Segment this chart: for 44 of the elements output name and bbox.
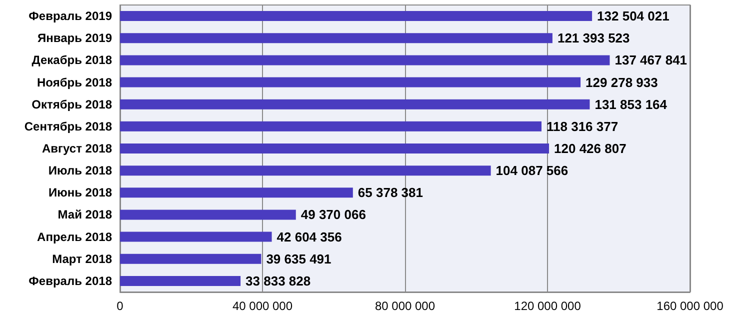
y-tick-label: Июль 2018 [48, 164, 112, 178]
bar [120, 55, 610, 66]
data-label: 118 316 377 [546, 118, 618, 134]
bar [120, 254, 262, 264]
y-tick-label: Май 2018 [58, 208, 112, 222]
data-label: 120 426 807 [554, 141, 626, 156]
data-label: 42 604 356 [276, 229, 342, 244]
bar [120, 11, 592, 22]
data-label: 121 393 523 [557, 30, 630, 46]
data-label: 132 504 021 [597, 8, 670, 24]
bar [120, 210, 296, 220]
x-tick-label: 160 000 000 [656, 299, 724, 313]
bar [120, 33, 552, 44]
data-label: 137 467 841 [614, 52, 688, 68]
y-tick-label: Сентябрь 2018 [24, 119, 112, 134]
data-label: 104 087 566 [496, 163, 568, 178]
bar [120, 99, 590, 110]
y-tick-label: Февраль 2018 [28, 274, 112, 288]
y-tick-label: Ноябрь 2018 [37, 75, 112, 90]
x-tick-label: 80 000 000 [374, 299, 436, 313]
y-tick-label: Январь 2019 [37, 31, 112, 46]
data-label: 39 635 491 [266, 251, 332, 266]
bar [120, 276, 241, 286]
y-tick-label: Февраль 2019 [28, 9, 112, 24]
bar [120, 166, 491, 176]
y-tick-label: Август 2018 [42, 142, 112, 156]
data-label: 33 833 828 [246, 273, 311, 288]
y-tick-label: Октябрь 2018 [32, 97, 112, 112]
y-tick-label: Декабрь 2018 [32, 53, 112, 68]
y-tick-label: Апрель 2018 [37, 230, 112, 244]
x-tick-label: 0 [116, 299, 124, 313]
y-tick-label: Март 2018 [52, 252, 112, 266]
bar [120, 77, 581, 88]
data-label: 65 378 381 [358, 185, 423, 200]
y-tick-label: Июнь 2018 [48, 186, 112, 200]
data-label: 131 853 164 [594, 96, 668, 112]
data-label: 129 278 933 [586, 74, 658, 90]
data-label: 49 370 066 [300, 207, 366, 222]
x-tick-label: 40 000 000 [232, 299, 293, 313]
bar [120, 121, 542, 132]
bar [120, 144, 550, 154]
bar [120, 232, 272, 242]
x-tick-label: 120 000 000 [514, 299, 582, 313]
bar [120, 188, 353, 198]
